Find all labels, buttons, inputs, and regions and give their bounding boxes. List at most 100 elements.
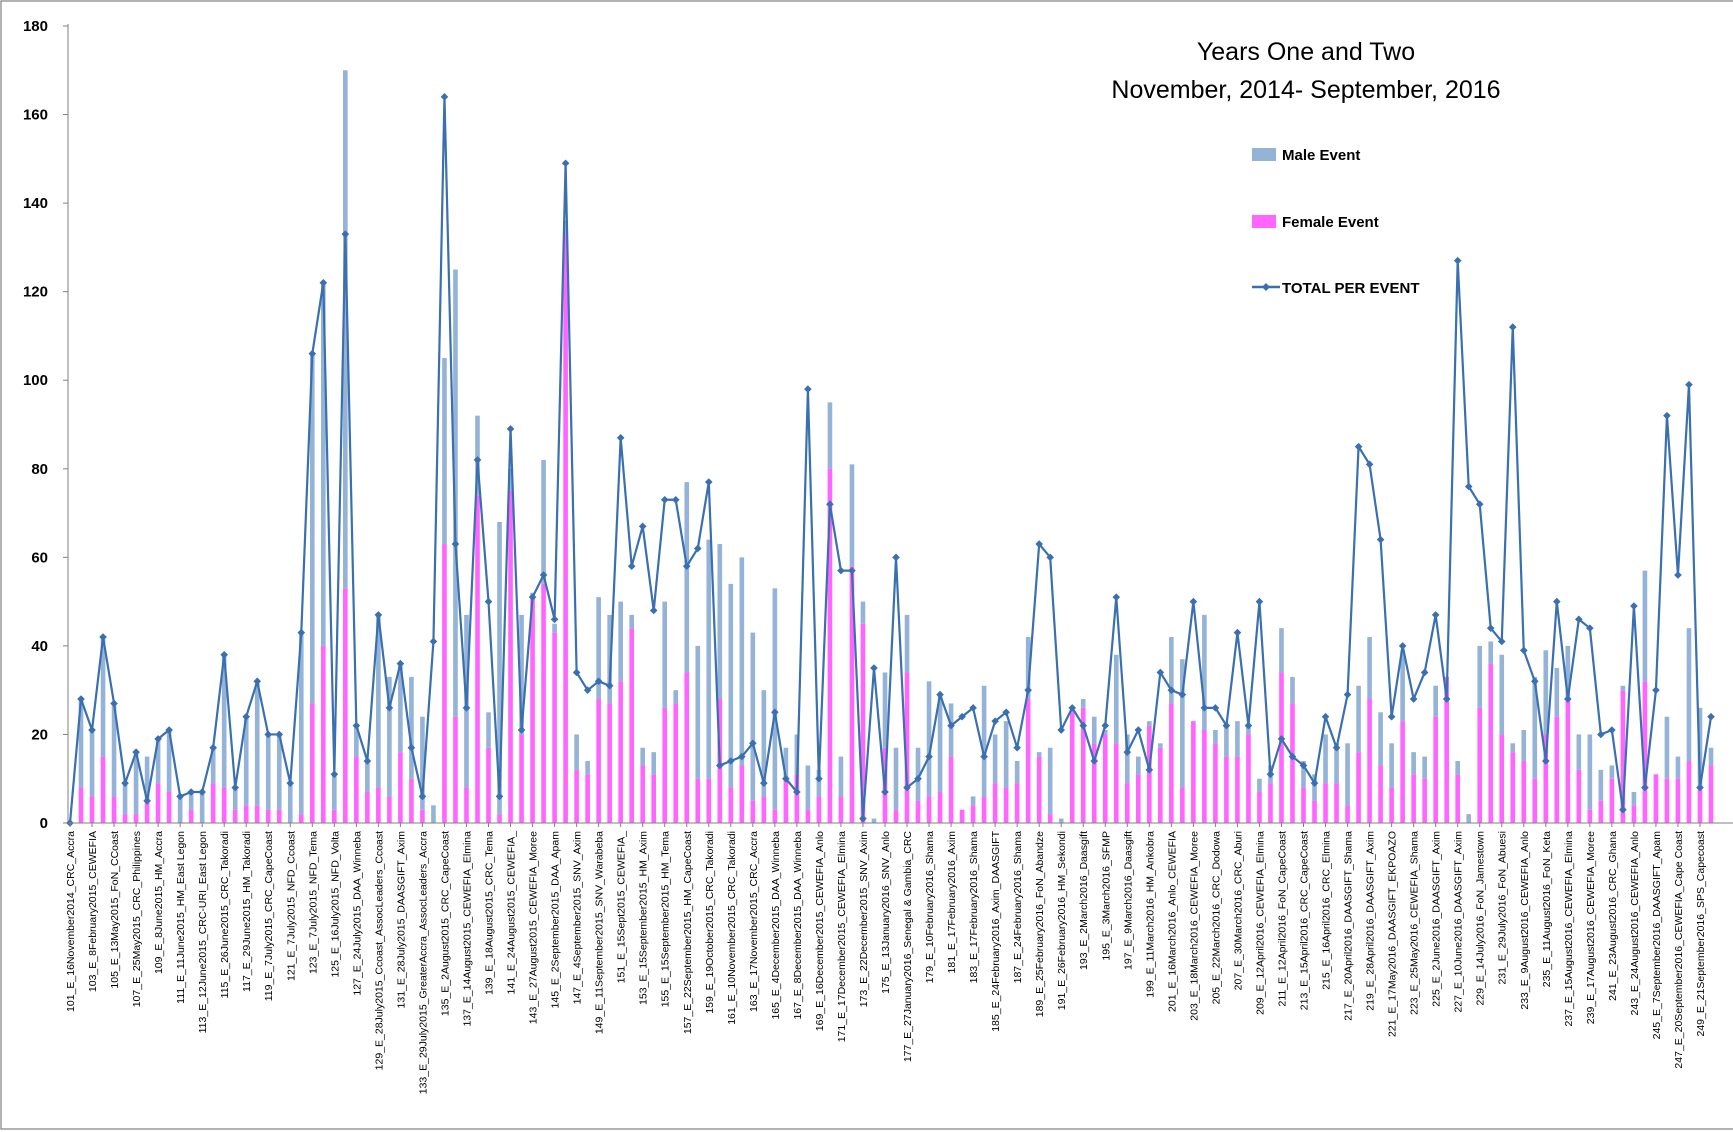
- female-event-bar: [1213, 743, 1218, 823]
- y-tick-label: 160: [23, 107, 48, 124]
- total-per-event-point: [143, 797, 151, 805]
- female-event-bar: [1620, 690, 1626, 823]
- total-per-event-point: [804, 385, 812, 393]
- male-event-bar: [904, 614, 910, 673]
- male-event-bar: [1213, 730, 1218, 744]
- female-event-bar: [1235, 756, 1240, 823]
- x-tick-label: 197_E_9March2016_Daasgift: [1122, 831, 1134, 970]
- female-event-bar: [1279, 672, 1284, 823]
- female-event-bar: [486, 747, 491, 823]
- female-event-bar: [265, 809, 271, 823]
- y-tick-label: 40: [31, 638, 48, 655]
- male-event-bar: [365, 761, 370, 793]
- female-event-bar: [210, 783, 216, 823]
- female-event-bar: [1224, 756, 1229, 823]
- total-per-event-point: [881, 788, 889, 796]
- total-per-event-point: [132, 748, 140, 756]
- male-event-bar: [1235, 721, 1240, 757]
- total-per-event-point: [1597, 730, 1605, 739]
- total-per-event-point: [187, 788, 195, 796]
- total-per-event-point: [1641, 783, 1649, 792]
- male-event-bar: [133, 752, 139, 815]
- male-event-bar: [893, 747, 899, 810]
- female-event-bar: [783, 778, 789, 823]
- x-tick-label: 189_E_25February2016_FoN_Abandze: [1034, 831, 1046, 1017]
- male-event-bar: [1025, 637, 1031, 700]
- total-per-event-point: [1211, 704, 1220, 712]
- x-tick-label: 101_E_16November2014_CRC_Accra: [65, 831, 77, 1012]
- female-event-bar: [849, 566, 855, 823]
- total-per-event-point: [693, 544, 702, 553]
- x-tick-label: 191_E_26February2016_HM_Sekondi: [1056, 831, 1068, 1010]
- total-per-event-point: [1145, 766, 1154, 774]
- total-per-event-point: [1299, 761, 1308, 770]
- x-tick-label: 149_E_11September2015_SNV_Warabeba: [594, 831, 606, 1034]
- total-per-event-point: [550, 615, 559, 624]
- male-event-bar: [1124, 734, 1130, 784]
- male-event-bar: [1091, 716, 1097, 744]
- female-event-bar: [1444, 676, 1449, 823]
- male-event-bar: [860, 601, 866, 624]
- total-per-event-point: [506, 425, 515, 433]
- total-per-event-point: [198, 788, 206, 796]
- male-event-bar: [453, 269, 458, 717]
- male-event-bar: [1356, 685, 1361, 753]
- total-per-event-point: [1420, 668, 1429, 677]
- x-tick-label: 229_E_14July2016_FoN_Jamestown: [1475, 831, 1487, 1006]
- female-event-bar: [188, 809, 194, 823]
- male-event-bar: [1543, 650, 1549, 735]
- total-per-event-point: [1222, 721, 1231, 730]
- male-event-bar: [287, 783, 293, 823]
- male-event-bar: [981, 685, 987, 797]
- male-event-bar: [1675, 756, 1681, 779]
- female-event-bar: [816, 796, 822, 823]
- total-per-event-point: [231, 783, 240, 792]
- total-per-event-point: [1674, 571, 1682, 579]
- male-event-bar: [1455, 761, 1461, 775]
- female-event-bar: [1477, 707, 1483, 823]
- female-event-bar: [1521, 761, 1527, 823]
- male-event-bar: [243, 716, 249, 806]
- female-event-bar: [1113, 743, 1119, 823]
- total-per-event-point: [561, 159, 570, 168]
- total-per-event-point: [1332, 743, 1341, 752]
- female-event-bar: [1102, 734, 1108, 823]
- female-event-bar: [750, 800, 756, 823]
- total-per-event-point: [1321, 712, 1330, 721]
- male-event-bar: [497, 521, 502, 815]
- male-event-bar: [882, 672, 888, 748]
- total-per-event-point: [473, 456, 482, 464]
- total-per-event-point: [1288, 752, 1297, 761]
- female-event-bar: [1069, 712, 1075, 823]
- male-event-bar: [1257, 778, 1262, 793]
- male-event-bar: [1180, 659, 1185, 788]
- total-per-event-point: [1266, 770, 1275, 779]
- x-tick-label: 161_E_10November2015_CRC_Takoradi: [726, 831, 738, 1025]
- male-event-bar: [431, 805, 436, 823]
- total-per-event-point: [484, 597, 493, 606]
- x-tick-label: 123_E_7July2015_NFD_Tema: [307, 831, 319, 974]
- x-tick-label: 217_E_20April2016_DAASGIFT_Shama: [1343, 831, 1355, 1021]
- male-event-bar: [805, 765, 811, 810]
- total-per-event-point: [793, 788, 801, 796]
- total-per-event-point: [1619, 805, 1627, 814]
- male-event-bar: [1686, 628, 1692, 762]
- female-event-bar: [530, 597, 535, 823]
- x-tick-label: 159_E_19October2015_CRC_Takoradi: [704, 831, 716, 1014]
- y-tick-label: 140: [23, 195, 48, 212]
- x-tick-label: 209_E_12April2016_CEWEFIA_Elmina: [1254, 831, 1266, 1015]
- male-event-bar: [728, 583, 734, 788]
- y-tick-label: 100: [23, 372, 48, 389]
- female-event-bar: [992, 783, 998, 823]
- female-event-bar: [387, 796, 392, 823]
- male-event-bar: [1169, 637, 1174, 704]
- female-event-bar: [1554, 716, 1560, 823]
- male-event-bar: [552, 623, 557, 633]
- female-event-bar: [728, 787, 734, 823]
- total-per-event-point: [848, 566, 856, 575]
- total-per-event-point: [749, 739, 757, 748]
- x-tick-label: 105_E_13May2015_FoN_CCoast: [109, 831, 121, 989]
- female-event-bar: [1488, 663, 1494, 823]
- total-per-event-point: [352, 721, 361, 730]
- female-event-bar: [1565, 699, 1571, 823]
